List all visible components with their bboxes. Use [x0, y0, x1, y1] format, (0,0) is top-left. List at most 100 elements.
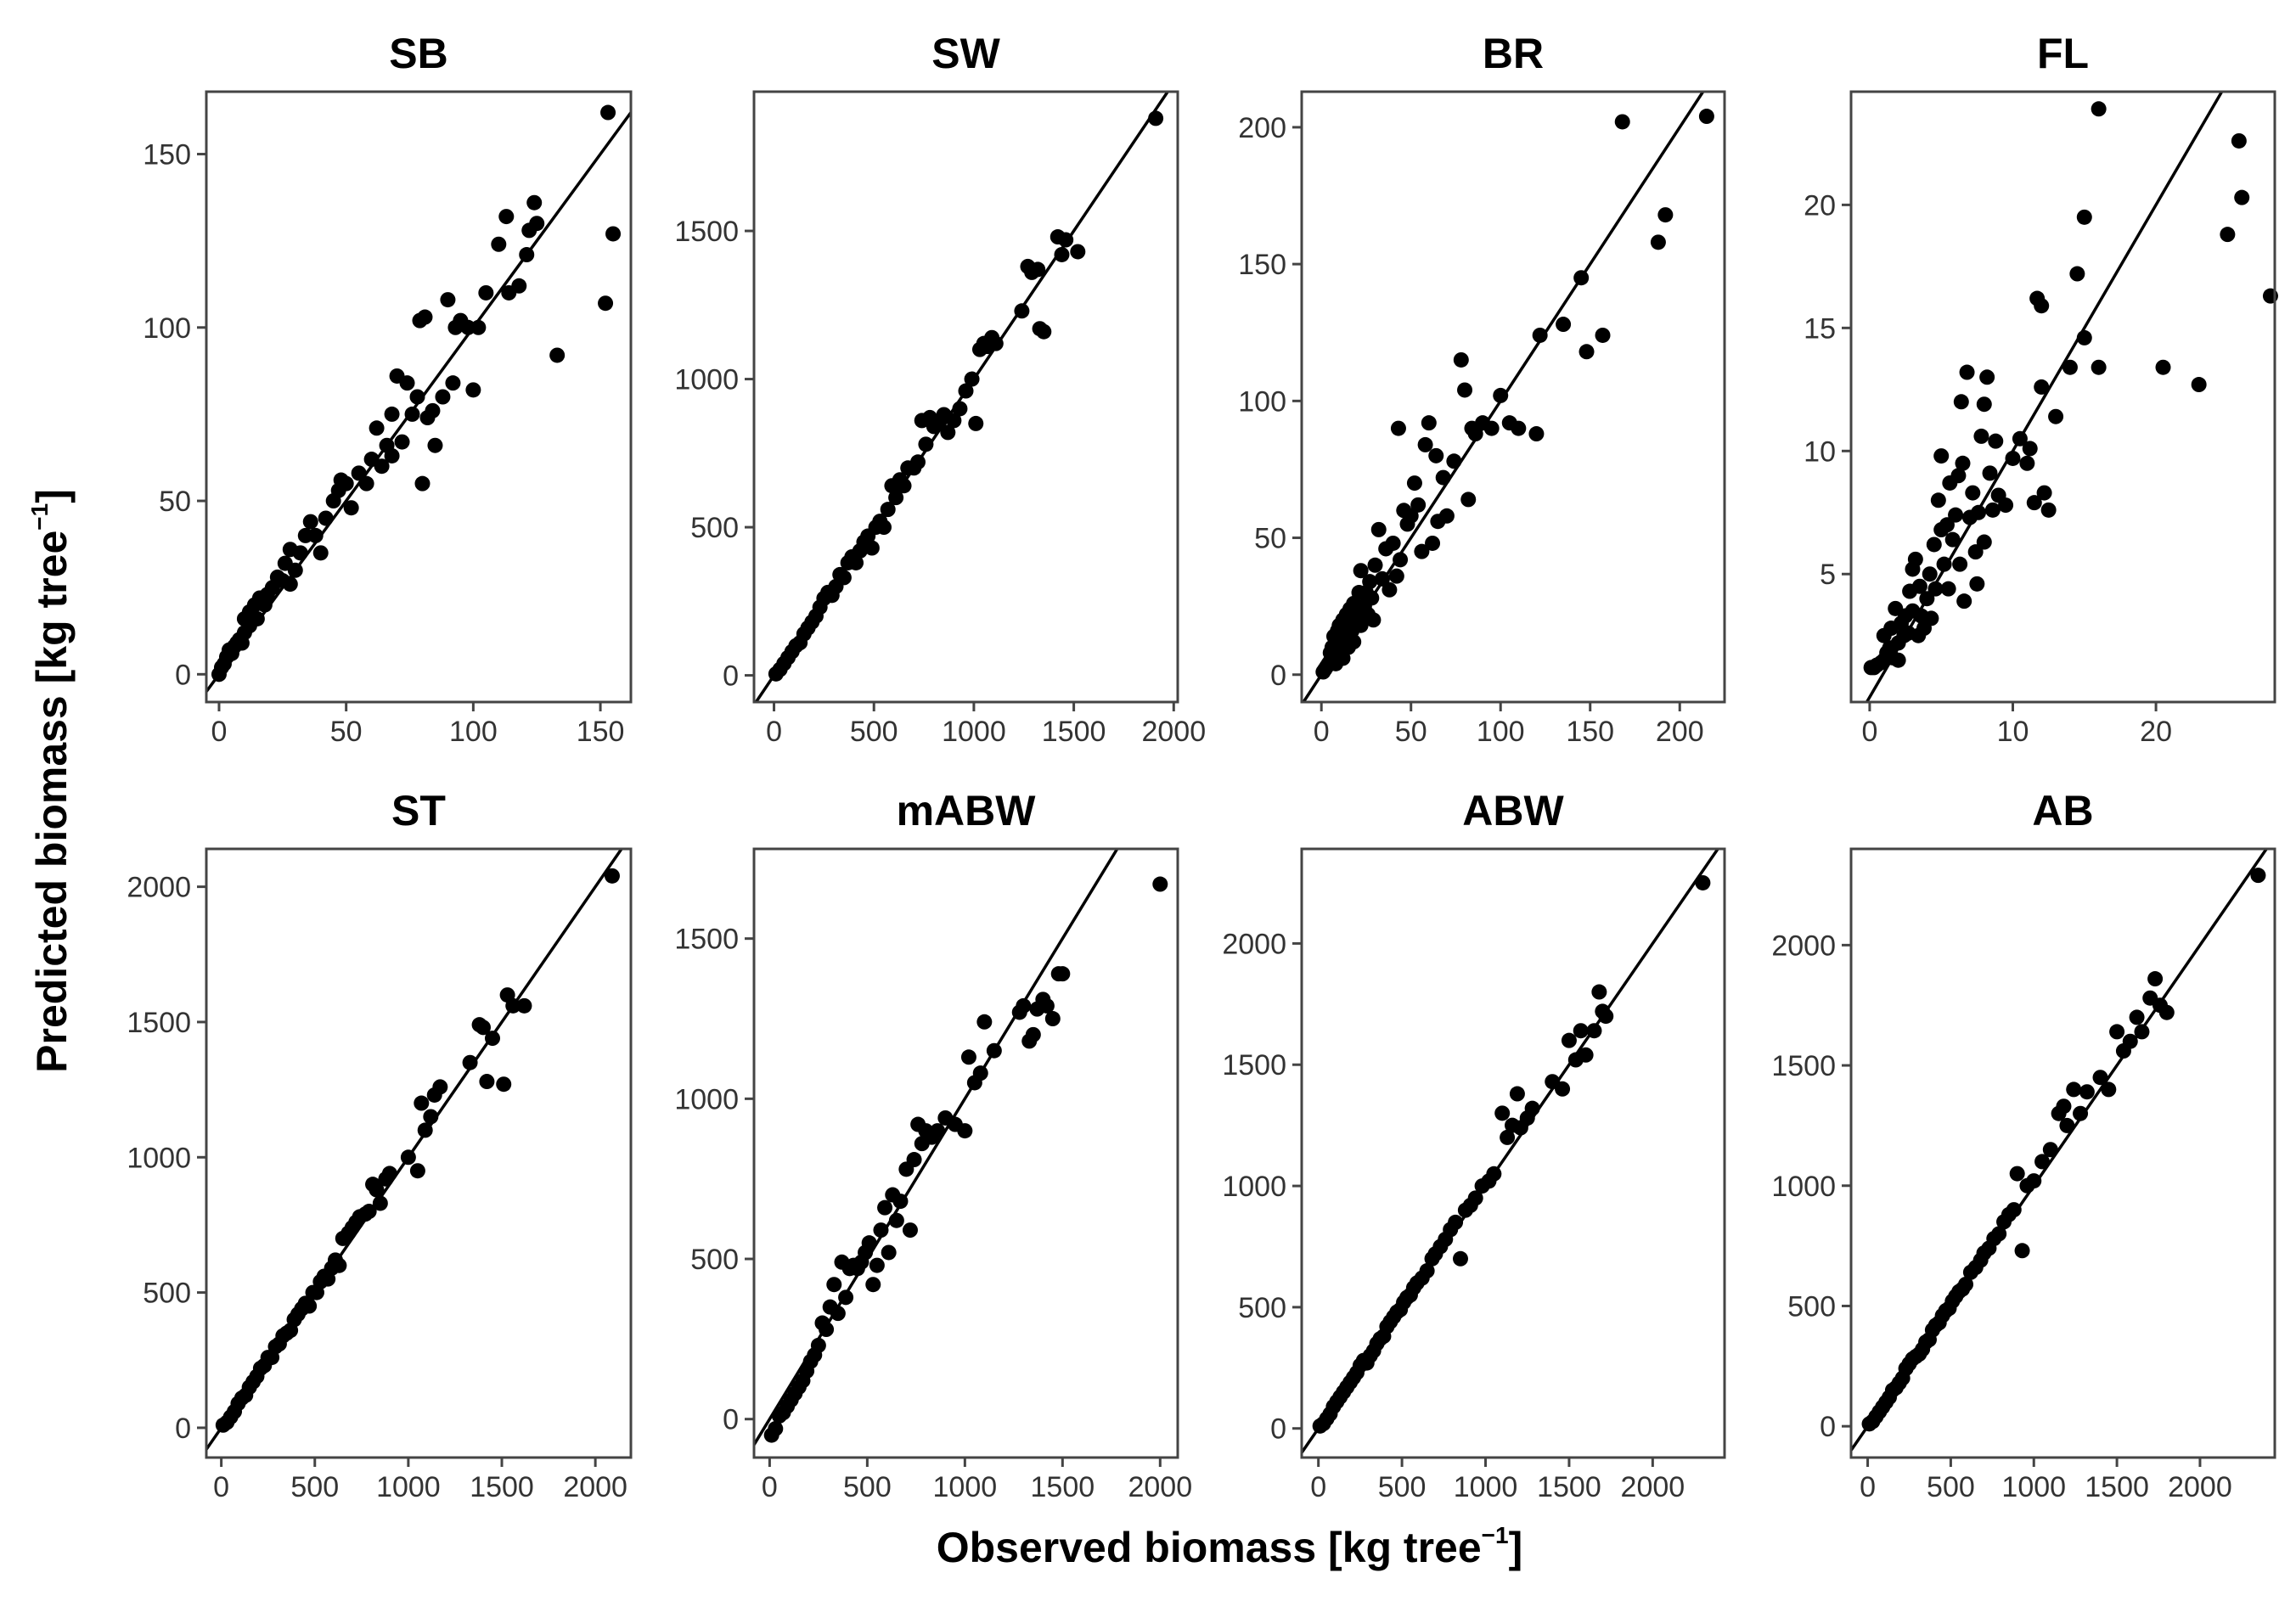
point-mabw [819, 1322, 835, 1338]
x-tick-label-fl: 10 [1997, 716, 2029, 748]
point-sb [394, 434, 410, 450]
point-sb [292, 545, 308, 561]
x-tick-label-mabw: 500 [843, 1471, 892, 1503]
point-br [1414, 543, 1430, 559]
point-abw [1509, 1086, 1525, 1102]
panel-mabw: mABW 0 500 1000 1500 2000 0 500 1000 1500 [674, 787, 1192, 1503]
x-tick-label-ab: 0 [1860, 1471, 1876, 1503]
panel-frame-st [205, 847, 633, 1459]
point-mabw [881, 1244, 897, 1261]
y-tick-label-sw: 500 [690, 512, 739, 544]
point-fl [2048, 408, 2064, 424]
x-tick-label-sb: 0 [211, 716, 228, 748]
point-sb [414, 475, 430, 492]
point-abw [1578, 1047, 1594, 1063]
point-sb [417, 309, 433, 325]
panel-frame-sb [205, 90, 633, 704]
point-ab [2109, 1024, 2125, 1040]
y-tick-label-abw: 1500 [1222, 1049, 1286, 1081]
point-abw [1695, 874, 1711, 890]
point-sb [409, 389, 425, 405]
point-st [369, 1182, 385, 1198]
panel-title-sb: SB [389, 30, 447, 77]
point-fl [2022, 441, 2038, 457]
x-tick-label-ab: 1000 [2001, 1471, 2066, 1503]
point-fl [1930, 492, 1946, 508]
panel-title-mabw: mABW [897, 787, 1037, 834]
point-sw [836, 570, 852, 586]
panel-sb: SB 0 50 100 150 0 50 100 150 [143, 30, 633, 748]
point-sb [435, 389, 451, 405]
point-ab [1958, 1276, 1974, 1292]
point-br [1421, 415, 1437, 431]
point-fl [1944, 531, 1961, 548]
point-sw [888, 490, 904, 506]
point-sw [875, 520, 892, 536]
point-sb [369, 420, 385, 436]
point-mabw [1016, 997, 1032, 1014]
x-tick-label-abw: 2000 [1621, 1471, 1685, 1503]
point-sb [399, 375, 415, 391]
point-sw [1070, 244, 1086, 260]
point-br [1428, 447, 1444, 463]
point-mabw [873, 1222, 889, 1239]
panel-frame-br [1300, 90, 1726, 704]
x-tick-label-sw: 2000 [1141, 716, 1206, 748]
point-ab [2006, 1202, 2022, 1218]
point-br [1353, 617, 1369, 633]
point-abw [1486, 1166, 1502, 1182]
point-abw [1591, 984, 1607, 1000]
point-fl [2005, 450, 2021, 466]
x-tick-label-sb: 50 [330, 716, 363, 748]
y-tick-label-ab: 0 [1820, 1411, 1836, 1443]
point-br [1435, 469, 1451, 486]
point-ab [2129, 1009, 2145, 1025]
y-tick-label-fl: 10 [1804, 435, 1836, 468]
point-sw [958, 383, 974, 399]
point-abw [1555, 1081, 1571, 1097]
point-mabw [888, 1212, 904, 1228]
point-abw [1467, 1190, 1483, 1206]
point-fl [1922, 566, 1938, 582]
point-fl [1976, 534, 1992, 550]
point-fl [1956, 593, 1972, 610]
point-sw [964, 371, 980, 387]
point-sb [549, 347, 566, 363]
panel-abw: ABW 0 500 1000 1500 2000 0 500 1000 1500 2000 [1222, 787, 1726, 1503]
point-br [1438, 508, 1455, 524]
point-mabw [986, 1042, 1002, 1059]
point-sb [427, 437, 443, 453]
point-sb [511, 278, 527, 294]
point-br [1573, 270, 1590, 286]
point-fl [2091, 101, 2107, 117]
point-sb [445, 375, 461, 391]
x-tick-label-fl: 0 [1861, 716, 1877, 748]
y-tick-label-mabw: 500 [690, 1244, 739, 1276]
point-st [604, 868, 620, 884]
point-fl [1959, 364, 1975, 380]
point-ab [2158, 1004, 2175, 1020]
point-sb [498, 209, 515, 225]
point-mabw [830, 1306, 846, 1322]
point-br [1578, 344, 1595, 360]
point-fl [2034, 379, 2050, 395]
point-sb [519, 247, 535, 263]
point-fl [1953, 394, 1969, 410]
point-fl [1919, 591, 1935, 607]
y-tick-label-st: 1000 [127, 1142, 191, 1174]
point-ab [2042, 1142, 2058, 1158]
point-sb [358, 475, 374, 492]
point-fl [1976, 396, 1992, 413]
point-sw [848, 554, 864, 570]
point-br [1410, 497, 1427, 513]
point-sb [338, 475, 354, 492]
point-fl [2062, 359, 2078, 375]
x-tick-label-ab: 2000 [2168, 1471, 2232, 1503]
point-fl [2034, 298, 2050, 314]
point-fl [1971, 504, 1987, 520]
point-mabw [1038, 997, 1055, 1014]
x-tick-label-st: 2000 [563, 1471, 627, 1503]
point-abw [1561, 1032, 1577, 1048]
point-mabw [892, 1194, 909, 1210]
point-ab [2066, 1081, 2082, 1098]
